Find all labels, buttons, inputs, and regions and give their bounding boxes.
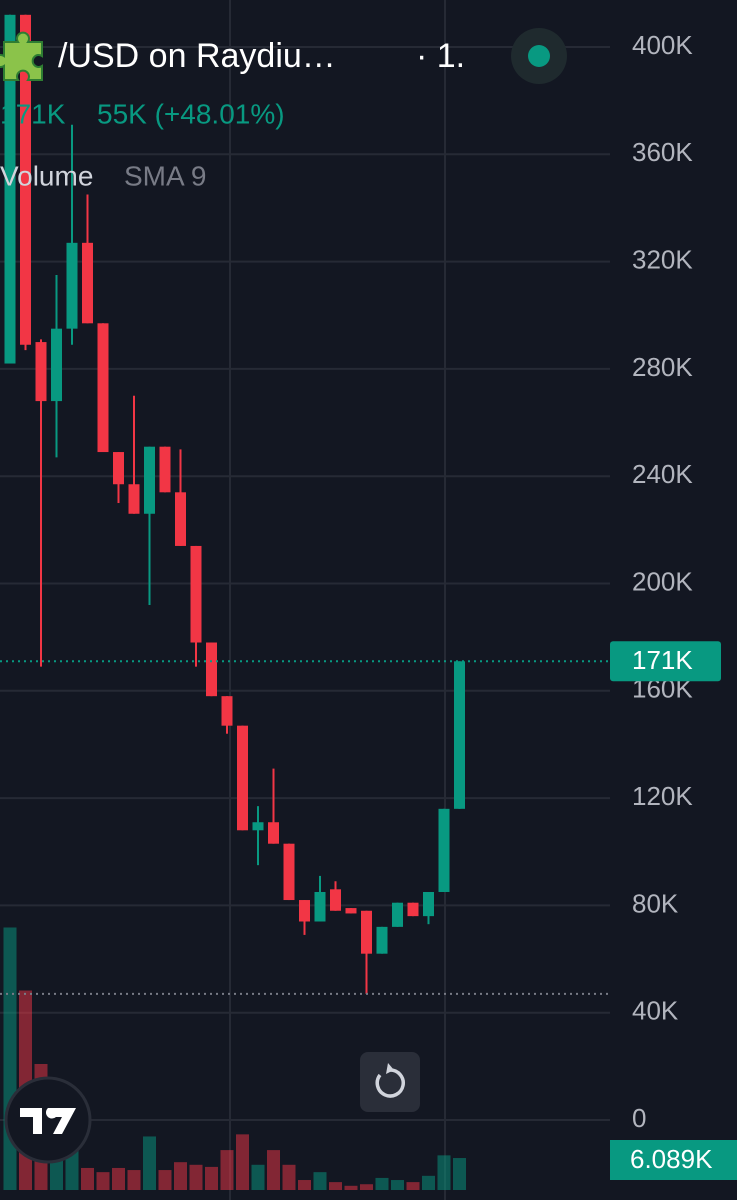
token-icon (0, 31, 43, 81)
candle-body (66, 242, 78, 329)
candle-body (454, 661, 465, 809)
status-dot (528, 45, 550, 67)
candle-body (438, 808, 450, 892)
volume-bar (313, 1172, 327, 1190)
candle-body (113, 452, 124, 485)
volume-indicator: SMA 9 (124, 160, 206, 191)
y-tick-label: 240K (632, 459, 693, 489)
candle-body (97, 323, 109, 453)
last-price: 171K (0, 98, 66, 129)
candle-body (159, 446, 171, 493)
candle-body (283, 843, 295, 901)
volume-bar (267, 1150, 280, 1190)
candle-body (314, 891, 326, 922)
volume-bar (96, 1172, 110, 1190)
price-axis: 040K80K120K160K200K240K280K320K360K400K1… (610, 30, 737, 1180)
candle-body (51, 328, 62, 402)
y-tick-label: 280K (632, 352, 693, 382)
reset-arrow (386, 1063, 394, 1074)
volume-bar (344, 1185, 358, 1190)
chart-title: /USD on Raydiu… (58, 37, 336, 75)
reset-bg (360, 1052, 420, 1112)
y-tick-label: 0 (632, 1103, 646, 1133)
volume-bar (81, 1167, 94, 1190)
volume-bar (236, 1134, 249, 1190)
candle-body (20, 14, 31, 345)
candle-body (144, 446, 155, 514)
volume-bar (3, 927, 17, 1190)
candle-body (361, 910, 372, 954)
candle-body (4, 14, 16, 364)
candle-body (190, 545, 202, 643)
y-tick-label: 360K (632, 137, 693, 167)
volume-bar (329, 1182, 342, 1190)
y-tick-label: 40K (632, 996, 679, 1026)
last-volume-badge (610, 1140, 737, 1180)
candle-body (82, 242, 93, 324)
reset-icon (375, 1068, 405, 1098)
candle-body (221, 696, 233, 726)
y-tick-label: 80K (632, 888, 679, 918)
interval: · 1. (416, 37, 465, 75)
volume-bar (251, 1164, 265, 1190)
volume-bar (220, 1150, 234, 1190)
candle-body (268, 822, 279, 844)
header: /USD on Raydiu… · 1. 171K 55K (+48.01%) … (0, 28, 567, 191)
candle-body (237, 725, 248, 831)
candle-body (407, 902, 419, 917)
volume-bar (422, 1175, 435, 1190)
candle-body (175, 492, 186, 546)
y-tick-label: 320K (632, 244, 693, 274)
volume-bar (205, 1166, 218, 1190)
volume-bar (158, 1170, 172, 1190)
candle-body (35, 342, 47, 402)
volume-bar (437, 1155, 451, 1190)
last-volume-badge-label: 6.089K (630, 1144, 713, 1174)
logo-mark (20, 1108, 76, 1134)
logo-circle (4, 1076, 92, 1164)
candle-body (423, 891, 434, 917)
volume-bar (189, 1164, 203, 1190)
tv-logo[interactable] (4, 1076, 92, 1164)
volume-bar (143, 1136, 156, 1190)
volume-bar (298, 1180, 311, 1190)
candle-body (376, 926, 388, 954)
volume-bar (112, 1167, 125, 1190)
last-price-badge (610, 641, 721, 682)
volume-bar (453, 1158, 466, 1190)
volume-bar (391, 1180, 404, 1190)
volume-bar (406, 1182, 420, 1190)
volume-bar (127, 1170, 141, 1190)
volume-bar (375, 1177, 389, 1190)
volume-bar (282, 1164, 296, 1190)
volume-bar (65, 1150, 79, 1190)
candle-body (252, 822, 264, 831)
candle-body (299, 900, 310, 922)
last-price-badge-label: 171K (632, 645, 693, 675)
candle-body (345, 908, 357, 914)
candle-body (392, 902, 403, 927)
volume-bar (360, 1184, 373, 1190)
y-tick-label: 400K (632, 30, 693, 60)
y-tick-label: 200K (632, 566, 693, 596)
candle-body (128, 484, 140, 514)
y-tick-label: 120K (632, 781, 693, 811)
candles (4, 14, 465, 994)
volume-title: Volume (0, 160, 93, 191)
candle-body (330, 889, 341, 911)
reset-button[interactable] (360, 1052, 420, 1112)
volume-bar (174, 1162, 187, 1190)
candle-body (206, 642, 217, 697)
price-change: 55K (+48.01%) (97, 98, 285, 129)
